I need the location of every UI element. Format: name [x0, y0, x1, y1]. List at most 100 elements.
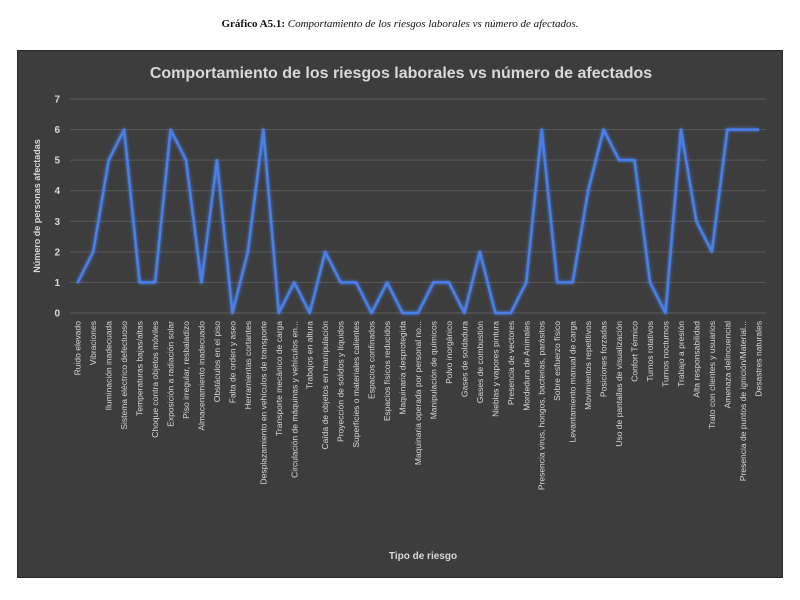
data-point [648, 281, 652, 284]
data-point [556, 281, 559, 284]
data-point [710, 250, 714, 254]
data-point [695, 220, 698, 223]
x-tick-label: Presencia de vectores [506, 321, 516, 405]
data-point [153, 281, 157, 284]
x-tick-label: Sobre esfuerzo físico [552, 321, 562, 401]
data-point [339, 281, 342, 284]
y-axis-label: Número de personas afectadas [32, 139, 42, 273]
data-point [308, 311, 311, 315]
y-tick-label: 4 [54, 186, 60, 197]
y-tick-label: 5 [54, 156, 60, 167]
x-tick-label: Trabajo a presión [676, 321, 686, 387]
data-point [726, 128, 729, 131]
y-axis-ticks: 0 1 2 3 4 5 6 7 [54, 95, 60, 320]
data-point [494, 311, 497, 315]
y-tick-label: 6 [54, 125, 60, 136]
x-tick-label: Espacios físicos reducidos [382, 321, 392, 421]
line-chart: Comportamiento de los riesgos laborales … [32, 65, 766, 562]
x-tick-label: Temperaturas bajas/altas [135, 321, 145, 416]
gridlines [70, 98, 766, 314]
x-tick-label: Iluminación inadecuada [104, 321, 114, 411]
x-tick-label: Caída de objetos en manipulación [320, 321, 330, 450]
data-point [138, 281, 141, 284]
y-tick-label: 3 [54, 217, 60, 228]
x-tick-label: Obstáculos en el piso [212, 321, 222, 403]
data-point [200, 281, 203, 284]
data-point [385, 281, 389, 284]
chart-title: Comportamiento de los riesgos laborales … [150, 65, 652, 82]
x-tick-label: Trabajos en altura [305, 321, 315, 389]
data-point [416, 311, 420, 315]
data-point [432, 281, 435, 284]
x-axis-label: Tipo de riesgo [389, 551, 457, 562]
data-point [215, 158, 219, 162]
data-point [122, 128, 126, 131]
y-tick-label: 1 [54, 278, 60, 289]
figure-caption: Gráfico A5.1: Comportamiento de los ries… [0, 18, 800, 30]
y-tick-label: 2 [54, 247, 60, 258]
x-tick-label: Circulación de máquinas y vehículos en..… [289, 321, 299, 478]
x-tick-label: Piso irregular, resbaladizo [181, 321, 191, 419]
data-point [107, 158, 110, 162]
data-point [602, 128, 605, 131]
x-tick-label: Amenaza delincuencial [722, 321, 732, 409]
x-tick-label: Manipulación de químicos [428, 321, 438, 419]
data-point [571, 281, 574, 284]
x-tick-label: Proyección de sólidos y líquidos [336, 321, 346, 442]
x-tick-label: Ruido elevado [73, 321, 83, 376]
caption-text: Comportamiento de los riesgos laborales … [287, 18, 579, 30]
data-point [617, 158, 621, 162]
data-point [262, 128, 265, 131]
data-point [246, 250, 250, 254]
data-point [277, 311, 280, 315]
x-tick-label: Gases de soldadura [459, 321, 469, 397]
data-point [184, 158, 188, 162]
data-point [354, 281, 358, 284]
data-point [741, 128, 744, 131]
data-point [92, 250, 95, 254]
y-tick-label: 7 [54, 95, 60, 106]
x-tick-label: Herramientas cortantes [243, 321, 253, 409]
x-tick-label: Superficies o materiales calientes [351, 321, 361, 448]
x-tick-label: Polvo inorgánico [444, 321, 454, 384]
x-tick-label: Posiciones forzadas [599, 321, 609, 397]
chart-frame: Comportamiento de los riesgos laborales … [17, 50, 783, 578]
x-tick-label: Turnos rotativos [645, 321, 655, 382]
data-point [231, 311, 234, 315]
x-tick-label: Levantamiento manual de carga [568, 321, 578, 443]
x-tick-label: Presencia virus, hongos, bacterias, pará… [537, 321, 547, 490]
x-tick-label: Maquinaria desprotegida [398, 321, 408, 415]
x-tick-label: Gases de combustión [475, 321, 485, 403]
x-tick-label: Alta responsabilidad [691, 321, 701, 398]
data-point [293, 281, 296, 284]
data-point [540, 128, 543, 131]
data-point [370, 311, 373, 315]
x-tick-label: Nieblas y vapores pintura [490, 321, 500, 417]
x-axis-ticks: Ruido elevado Vibraciones Iluminación inad… [73, 321, 764, 490]
data-point [633, 158, 636, 162]
data-point [757, 128, 760, 131]
data-point [324, 250, 327, 254]
x-tick-label: Vibraciones [88, 321, 98, 365]
y-tick-label: 0 [54, 309, 60, 320]
x-tick-label: Sistema eléctrico defectuoso [119, 321, 129, 430]
caption-label: Gráfico A5.1: [221, 18, 286, 30]
x-tick-label: Turnos nocturnos [660, 321, 670, 387]
x-tick-label: Uso de pantallas de visualización [614, 321, 624, 447]
x-tick-label: Presencia de puntos de ignición/Material… [738, 321, 748, 481]
x-tick-label: Falta de orden y aseo [227, 321, 237, 403]
data-point [478, 250, 482, 254]
data-point [463, 311, 466, 315]
x-tick-label: Choque contra objetos móviles [150, 321, 160, 438]
x-tick-label: Confort Térmico [630, 321, 640, 382]
x-tick-label: Trato con clientes y usuarios [707, 321, 717, 429]
data-point [664, 311, 667, 315]
x-tick-label: Maquinaria operada por personal no... [413, 321, 423, 465]
data-point [401, 311, 404, 315]
x-tick-label: Desplazamiento en vehículos de transport… [258, 321, 268, 485]
data-point [509, 311, 512, 315]
x-tick-label: Movimientos repetitivos [583, 321, 593, 410]
data-points [76, 128, 760, 315]
data-point [586, 189, 590, 192]
x-tick-label: Transporte mecánico de carga [274, 321, 284, 436]
